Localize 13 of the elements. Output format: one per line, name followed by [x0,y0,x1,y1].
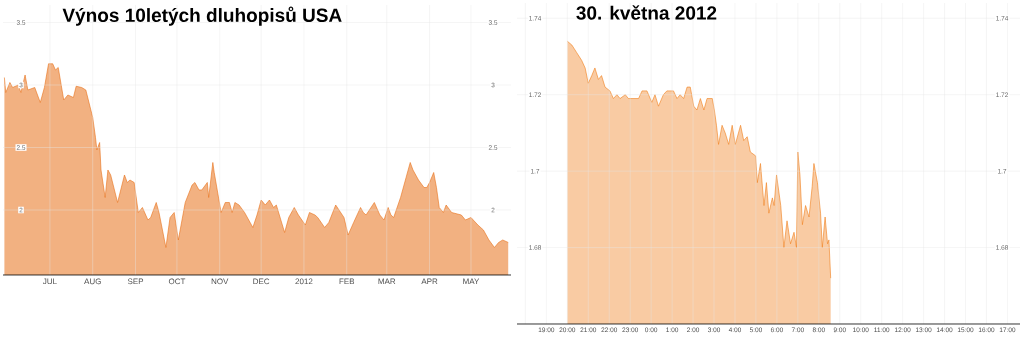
x-tick-label: OCT [168,278,186,285]
x-tick-label: FEB [339,278,355,285]
x-tick-label: NOV [211,278,229,285]
x-tick-label: SEP [127,278,144,285]
x-tick-label: DEC [253,278,270,285]
x-tick-label: 2012 [295,278,313,285]
chart-title: 30. května 2012 [576,5,717,20]
x-tick-label: MAY [463,278,480,285]
x-tick-label: JUL [42,278,57,285]
chart-title: Výnos 10letých dluhopisů USA [62,6,342,26]
x-tick-label: MAR [378,278,396,285]
x-tick-label: AUG [84,278,101,285]
x-tick-label: APR [421,278,438,285]
